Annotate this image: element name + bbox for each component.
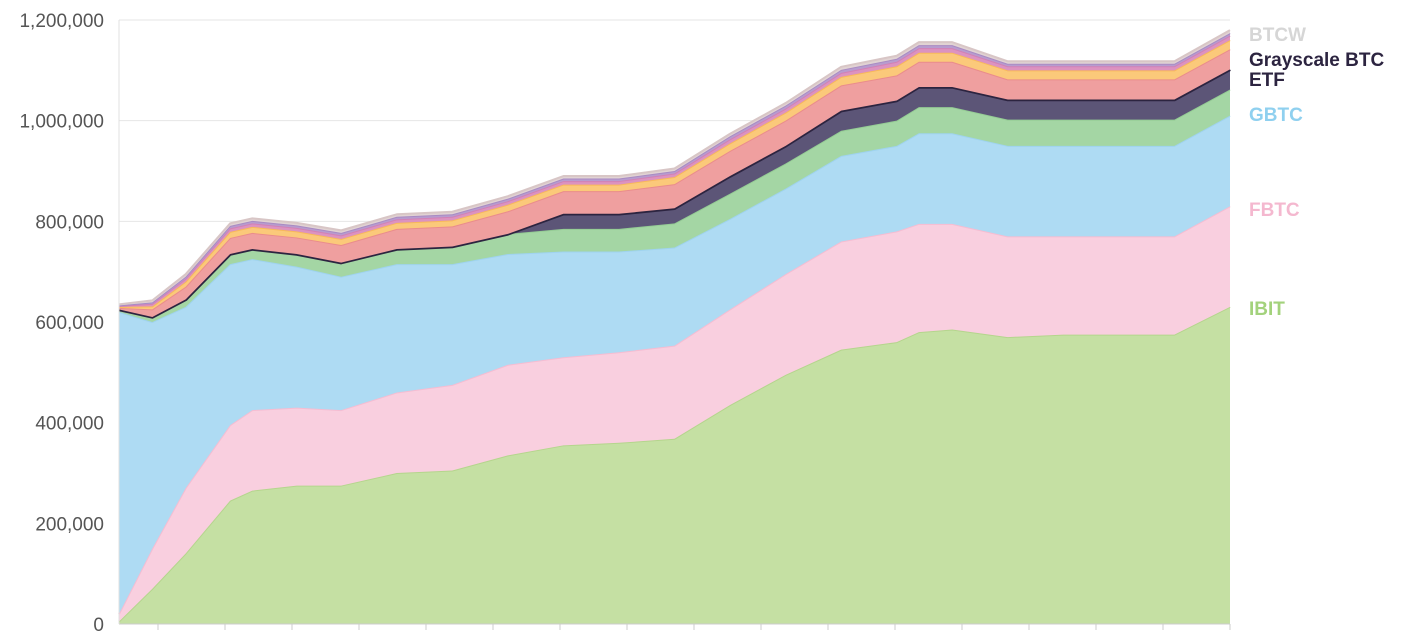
- axes: [118, 20, 1230, 625]
- y-axis-labels: 0 200,000 400,000 600,000 800,000 1,000,000 1,…: [19, 11, 104, 633]
- legend-label-btcw: BTCW: [1249, 25, 1306, 46]
- legend-label-grayscale-btc-etf: Grayscale BTC ETF: [1249, 50, 1384, 91]
- line-btcw: [118, 29, 1231, 306]
- y-tick-label: 800,000: [35, 212, 104, 233]
- y-tick-label: 1,000,000: [19, 112, 104, 133]
- area-gbtc: [119, 115, 1230, 614]
- area-arkb: [119, 89, 1230, 323]
- area-fbtc: [119, 206, 1230, 622]
- y-tick-label: 200,000: [35, 514, 104, 535]
- line-brrr: [118, 34, 1231, 307]
- y-tick-label: 0: [93, 615, 104, 633]
- legend: BTCW Grayscale BTC ETF GBTC FBTC IBIT: [1249, 25, 1384, 320]
- x-axis-ticks: [157, 624, 1231, 630]
- y-tick-label: 600,000: [35, 313, 104, 334]
- area-ibit: [119, 306, 1230, 624]
- legend-label-fbtc: FBTC: [1249, 200, 1300, 221]
- y-tick-label: 400,000: [35, 414, 104, 435]
- stacked-areas: [118, 29, 1231, 624]
- y-tick-label: 1,200,000: [19, 11, 104, 32]
- legend-label-ibit: IBIT: [1249, 299, 1285, 320]
- legend-label-gbtc: GBTC: [1249, 105, 1303, 126]
